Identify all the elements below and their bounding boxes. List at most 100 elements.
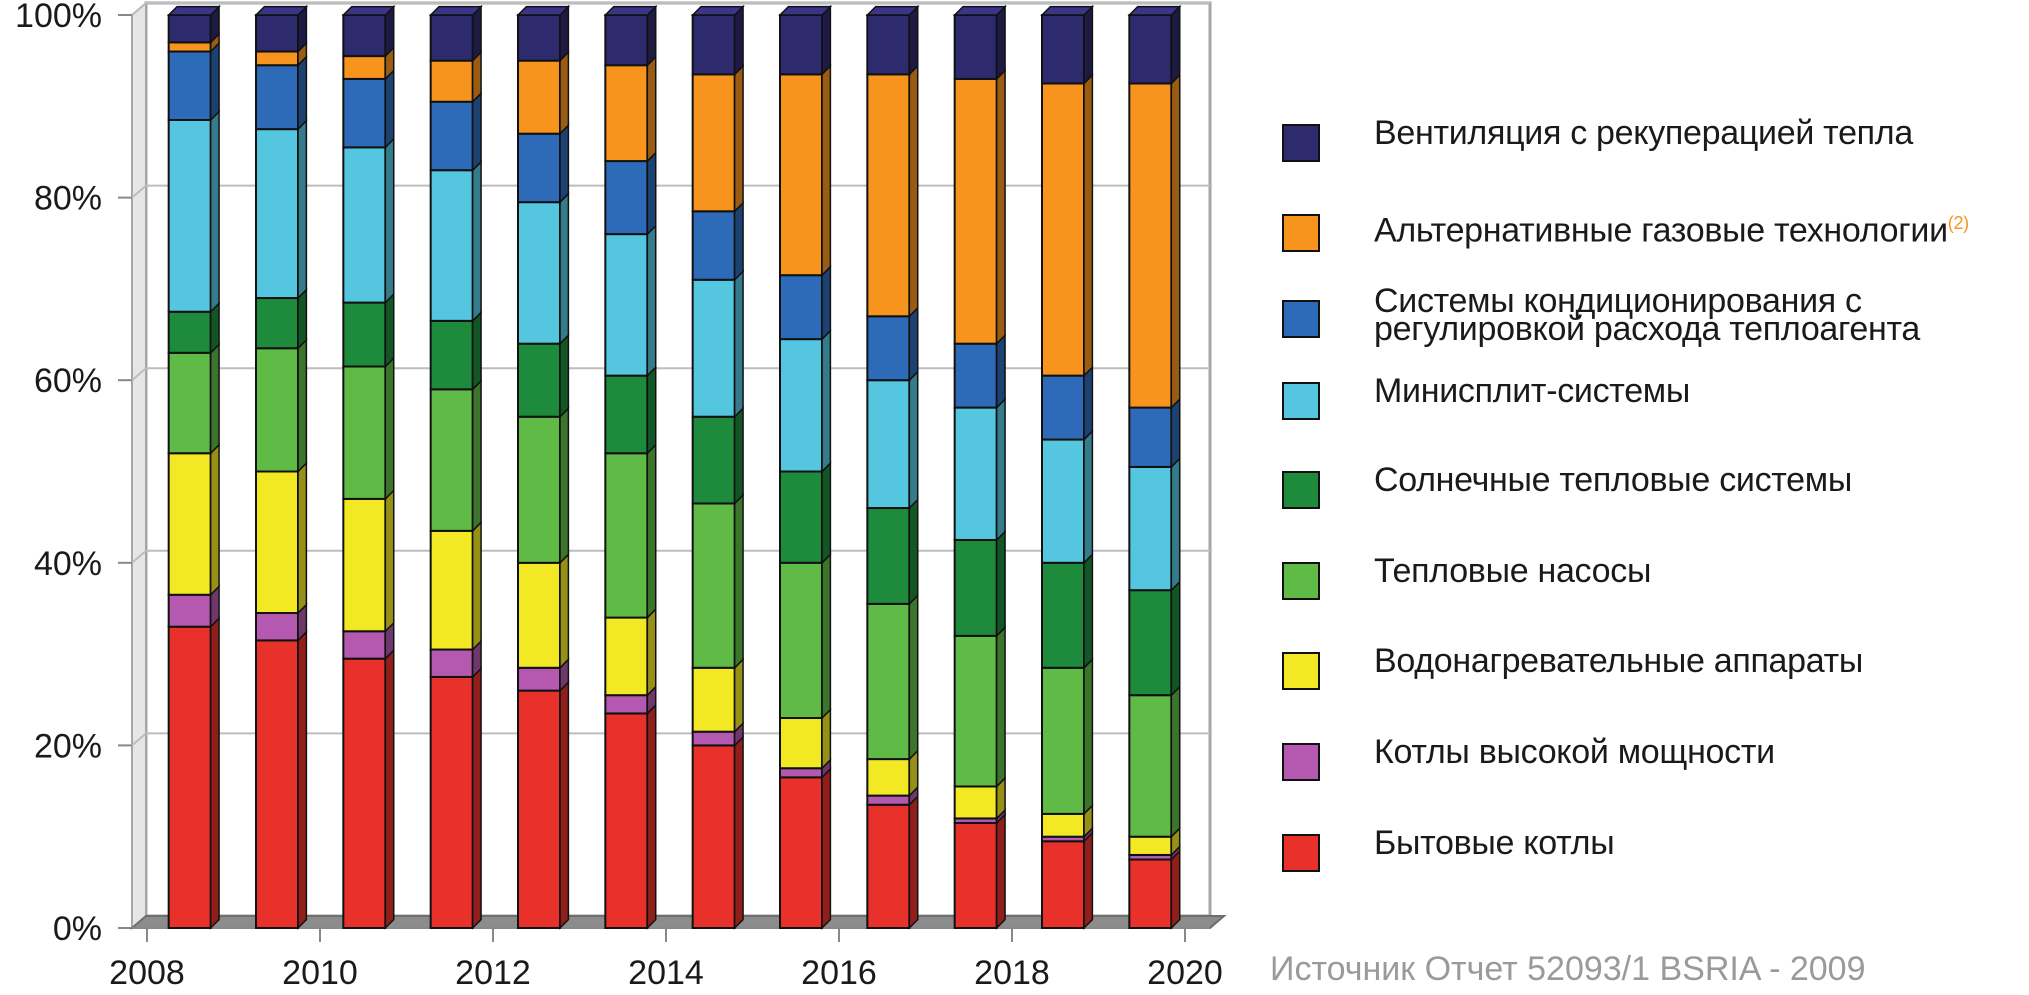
bar-segment-side [1170, 397, 1181, 469]
x-tick-label: 2012 [455, 954, 531, 992]
legend-swatch [1282, 743, 1320, 781]
stacked-bar-chart: 0% 20% 40% 60% 80% 100% 2008 2010 2012 2014 2016 20… [15, 0, 1227, 992]
x-tick-label: 2008 [109, 954, 185, 992]
bar-segment [517, 415, 561, 564]
bar-segment [604, 712, 649, 929]
bar-segment [953, 14, 998, 80]
bar-segment [779, 338, 823, 473]
bar-segment [429, 648, 474, 678]
bar-segment-side [1083, 552, 1094, 670]
bar-segment [517, 59, 561, 135]
bar-segment [517, 14, 561, 62]
y-tick-label: 80% [34, 180, 102, 218]
bar-segment [691, 210, 736, 281]
bar-segment-side [821, 4, 832, 77]
bar-segment-side [209, 109, 220, 314]
bar-segment [342, 301, 387, 368]
bar-segment [342, 365, 387, 500]
bar-segment-side [646, 55, 657, 163]
bar-segment [1128, 589, 1173, 697]
legend-item: Системы кондиционирования с регулировкой … [1282, 282, 2022, 346]
bar-segment-side [821, 328, 832, 474]
bar-segment [604, 233, 649, 377]
bar-segment [167, 118, 212, 313]
bar-segment [517, 666, 561, 692]
y-tick-label: 40% [34, 545, 102, 583]
bar-segment [953, 342, 998, 409]
bar-segment-side [995, 4, 1006, 81]
bar-segment-side [995, 333, 1006, 410]
bar-top [1040, 5, 1095, 16]
bar-segment-side [821, 707, 832, 771]
bar-segment [429, 14, 474, 62]
bar-segment-side [384, 648, 395, 930]
bar-segment-side [995, 625, 1006, 789]
legend-label: Вентиляция с рекуперацией тепла [1374, 114, 1913, 152]
bar-segment-side [297, 287, 308, 351]
bar-segment-side [733, 64, 744, 214]
bar-segment [779, 767, 823, 779]
bar-segment [1128, 82, 1173, 409]
legend-item: Минисплит-системы [1282, 374, 2022, 436]
bar-segment-side [209, 443, 220, 597]
bar-segment-side [908, 593, 919, 761]
bar-segment-side [559, 406, 570, 565]
gridline-side [131, 184, 147, 199]
bar-segment [1128, 406, 1173, 468]
bar-segment [429, 675, 474, 929]
bar-segment-side [646, 223, 657, 378]
bar-top [1127, 5, 1182, 16]
bar-segment-side [384, 137, 395, 305]
bar-segment-side [297, 338, 308, 474]
bar-segment [866, 758, 911, 797]
legend-item: Вентиляция с рекуперацией тепла [1282, 114, 2022, 178]
legend-label: Системы кондиционирования с [1374, 282, 1862, 320]
bar-segment-side [297, 461, 308, 615]
bar-top [952, 5, 1007, 16]
bar-segment-side [733, 493, 744, 670]
bar-segment [779, 470, 823, 564]
bar-stack [952, 4, 1007, 930]
bar-segment-side [209, 616, 220, 930]
bar-segment-side [733, 201, 744, 282]
bar-segment-side [908, 306, 919, 383]
bar-segment-side [559, 552, 570, 670]
bar-segment-side [471, 310, 482, 392]
bar-segment [429, 169, 474, 322]
bar-segment-side [995, 68, 1006, 346]
y-tick-label: 0% [53, 910, 102, 948]
bar-top [690, 5, 745, 16]
bar-segment [255, 639, 299, 930]
x-tick-label: 2010 [282, 954, 358, 992]
bar-top [603, 5, 658, 16]
bar-segment-side [821, 552, 832, 720]
bar-top [428, 5, 483, 16]
bar-segment-side [908, 64, 919, 319]
bar-segment [255, 64, 299, 131]
bar-segment-side [995, 529, 1006, 638]
bar-segment [342, 146, 387, 304]
bar-segment [779, 14, 823, 76]
legend-label: Водонагревательные аппараты [1374, 642, 1864, 680]
legend-swatch [1282, 214, 1320, 252]
bar-segment-side [821, 264, 832, 341]
bar-segment-side [646, 150, 657, 236]
bar-stack [865, 4, 920, 930]
bar-stack [1040, 4, 1095, 930]
bar-top [778, 5, 833, 16]
bar-segment [691, 278, 736, 418]
bar-segment [1041, 438, 1085, 564]
bar-stack [428, 4, 483, 930]
bar-segment-side [209, 41, 220, 122]
bar-segment [255, 612, 299, 642]
legend-label: Котлы высокой мощности [1374, 733, 1775, 771]
bar-segment [866, 315, 911, 382]
bar-segment [604, 14, 649, 67]
bar-segment-side [471, 666, 482, 930]
bar-segment [1041, 666, 1085, 815]
bar-segment [1041, 812, 1085, 838]
plot-back-wall [144, 1, 1212, 918]
bar-segment-side [821, 64, 832, 278]
bar-segment-side [1083, 365, 1094, 442]
bar-segment [1041, 82, 1085, 377]
